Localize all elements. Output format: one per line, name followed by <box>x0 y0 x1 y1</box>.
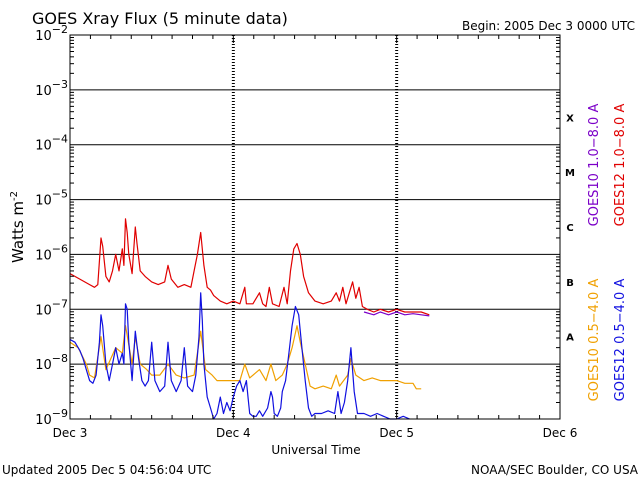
y-tick-label-exponent: −7 <box>52 297 68 310</box>
y-axis-label-main: Watts m <box>9 201 27 263</box>
y-tick-labels: 10−210−310−410−510−610−710−810−9 <box>35 23 68 428</box>
y-tick-label-exponent: −2 <box>52 23 68 36</box>
plot-frame <box>69 34 561 420</box>
y-tick-label: 10−3 <box>35 78 68 99</box>
y-tick-label: 10−2 <box>35 23 68 44</box>
legend-entry: GOES12 0.5−4.0 A <box>613 279 628 402</box>
series-goes12-1-0-8-0-a <box>69 218 430 316</box>
flare-class-C: C <box>566 223 573 234</box>
legend-entry: GOES12 1.0−8.0 A <box>613 104 628 227</box>
x-tick-label: Dec 6 <box>543 426 578 440</box>
y-tick-label-base: 10 <box>35 303 52 318</box>
y-tick-label-exponent: −8 <box>52 352 68 365</box>
series-lines <box>69 218 430 420</box>
y-tick-label: 10−5 <box>35 188 68 209</box>
x-axis-label: Universal Time <box>271 443 360 457</box>
x-tick-label: Dec 3 <box>53 426 88 440</box>
legend-entry: GOES10 0.5−4.0 A <box>587 279 602 402</box>
y-tick-label: 10−9 <box>35 407 68 428</box>
y-tick-label-base: 10 <box>35 29 52 44</box>
series-goes10-1-0-8-0-a <box>363 311 430 317</box>
legend-entry: GOES10 1.0−8.0 A <box>587 104 602 227</box>
x-tick-labels: Dec 3 Dec 4 Dec 5 Dec 6 <box>53 426 578 440</box>
y-tick-label-exponent: −6 <box>52 242 68 255</box>
y-tick-label-base: 10 <box>35 413 52 428</box>
legend: GOES10 1.0−8.0 A GOES12 1.0−8.0 A GOES10 0… <box>587 104 628 402</box>
series-goes12-0-5-4-0-a <box>69 292 410 420</box>
y-tick-label: 10−7 <box>35 297 68 318</box>
begin-label: Begin: 2005 Dec 3 0000 UTC <box>462 19 635 33</box>
y-tick-label-exponent: −9 <box>52 407 68 420</box>
y-tick-label: 10−6 <box>35 242 68 263</box>
updated-timestamp: Updated 2005 Dec 5 04:56:04 UTC <box>2 463 211 477</box>
x-tick-label: Dec 5 <box>379 426 414 440</box>
flare-class-M: M <box>565 168 575 179</box>
y-tick-label: 10−4 <box>35 133 68 154</box>
x-tick-label: Dec 4 <box>216 426 251 440</box>
y-tick-label-base: 10 <box>35 84 52 99</box>
flare-class-B: B <box>566 278 574 289</box>
y-tick-label-base: 10 <box>35 358 52 373</box>
chart-title: GOES Xray Flux (5 minute data) <box>32 9 288 28</box>
y-tick-label-base: 10 <box>35 139 52 154</box>
flare-class-X: X <box>566 113 574 124</box>
source-credit: NOAA/SEC Boulder, CO USA <box>471 463 639 477</box>
y-tick-label-exponent: −3 <box>52 78 68 91</box>
flare-class-labels: X M C B A <box>565 113 575 343</box>
gridlines <box>70 35 560 419</box>
y-tick-label: 10−8 <box>35 352 68 373</box>
y-tick-label-base: 10 <box>35 248 52 263</box>
y-axis-label-exponent: -2 <box>9 191 20 201</box>
axis-ticks <box>69 35 561 419</box>
series-goes10-0-5-4-0-a <box>69 325 422 390</box>
y-tick-label-base: 10 <box>35 194 52 209</box>
y-tick-label-exponent: −4 <box>52 133 68 146</box>
svg-text:Watts m-2: Watts m-2 <box>9 191 27 263</box>
flare-class-A: A <box>566 333 574 344</box>
y-tick-label-exponent: −5 <box>52 188 68 201</box>
y-axis-label: Watts m-2 <box>9 191 27 263</box>
